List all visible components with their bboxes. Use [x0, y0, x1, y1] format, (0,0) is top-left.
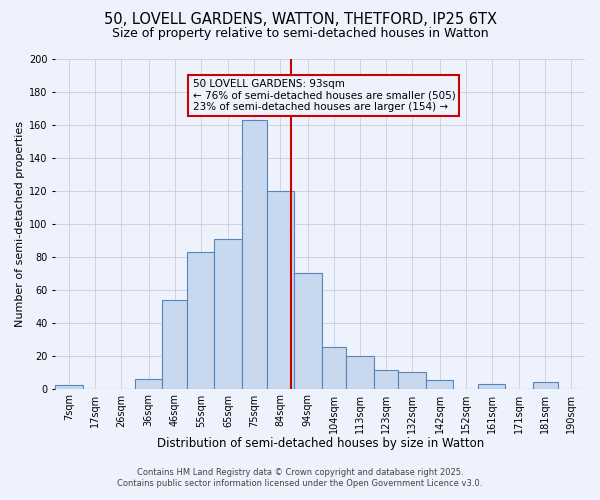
X-axis label: Distribution of semi-detached houses by size in Watton: Distribution of semi-detached houses by … [157, 437, 484, 450]
Text: 50, LOVELL GARDENS, WATTON, THETFORD, IP25 6TX: 50, LOVELL GARDENS, WATTON, THETFORD, IP… [104, 12, 497, 28]
Y-axis label: Number of semi-detached properties: Number of semi-detached properties [15, 121, 25, 327]
Bar [266, 191, 294, 388]
Bar [163, 300, 187, 388]
Bar [374, 370, 398, 388]
Text: Contains HM Land Registry data © Crown copyright and database right 2025.
Contai: Contains HM Land Registry data © Crown c… [118, 468, 482, 487]
Bar [322, 348, 346, 389]
Bar [533, 382, 557, 388]
Bar [135, 378, 163, 388]
Bar [214, 238, 242, 388]
Text: 50 LOVELL GARDENS: 93sqm
← 76% of semi-detached houses are smaller (505)
23% of : 50 LOVELL GARDENS: 93sqm ← 76% of semi-d… [193, 79, 455, 112]
Text: Size of property relative to semi-detached houses in Watton: Size of property relative to semi-detach… [112, 28, 488, 40]
Bar [55, 386, 83, 388]
Bar [478, 384, 505, 388]
Bar [242, 120, 266, 388]
Bar [187, 252, 214, 388]
Bar [294, 273, 322, 388]
Bar [426, 380, 453, 388]
Bar [346, 356, 374, 388]
Bar [398, 372, 426, 388]
